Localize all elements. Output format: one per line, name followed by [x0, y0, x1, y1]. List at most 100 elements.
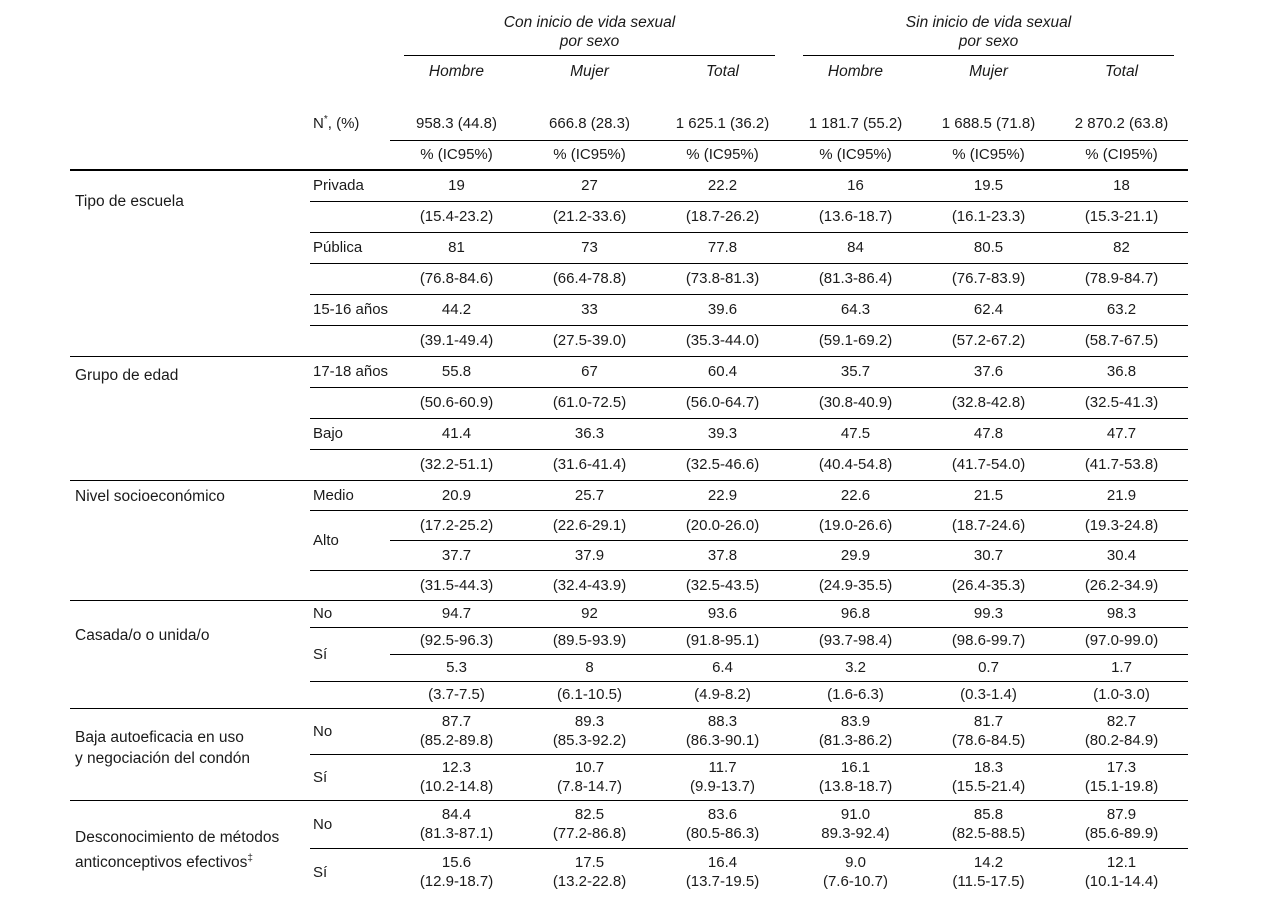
ci-text: (15.1-19.8) [1084, 778, 1159, 795]
ci-cell: (6.1-10.5) [523, 680, 656, 708]
row-label-spacer [310, 386, 390, 418]
value-cell: 92 [523, 599, 656, 627]
ci-cell: (31.5-44.3) [390, 569, 523, 600]
table-row: Casada/o o unida/o No 94.7 92 93.6 96.8 99.3 98… [70, 599, 1189, 708]
data-cell: 11.7 (9.9-13.7) [656, 753, 789, 800]
ci-text: (85.2-89.8) [419, 732, 494, 749]
row-label: 15-16 años [310, 293, 390, 325]
data-cell: 83.6 (80.5-86.3) [656, 799, 789, 848]
value-text: 16.4 [707, 854, 738, 872]
n-value-cell: 2 870.2 (63.8) [1074, 114, 1169, 132]
value-text: 91.0 [840, 806, 871, 823]
row-label: No [310, 707, 390, 754]
ci-cell: (16.1-23.3) [922, 200, 1055, 232]
data-cell: 15.6 (12.9-18.7) [390, 847, 523, 896]
data-cell: 9.0 (7.6-10.7) [789, 847, 922, 896]
ci-text: (77.2-86.8) [552, 825, 627, 842]
value-cell: 47.7 [1055, 417, 1189, 449]
ci-cell: (76.8-84.6) [390, 262, 523, 294]
value-text: 12.1 [1106, 854, 1137, 872]
value-text: 89.3 [574, 713, 605, 730]
value-cell: 29.9 [789, 539, 922, 570]
ci-text: (7.8-14.7) [556, 778, 623, 795]
ci-text: (81.3-87.1) [419, 825, 494, 842]
value-cell: 25.7 [523, 479, 656, 510]
ci-cell: (24.9-35.5) [789, 569, 922, 600]
statistics-table: Con inicio de vida sexual por sexo Sin i… [70, 6, 1189, 896]
value-cell: 94.7 [390, 599, 523, 627]
column-group-header-row: Con inicio de vida sexual por sexo Sin i… [70, 6, 1188, 56]
table-row: 37.7 37.9 37.8 29.9 30.7 30.4 [70, 539, 1189, 570]
column-header-mujer: Mujer [969, 63, 1008, 80]
value-cell: 99.3 [922, 599, 1055, 627]
data-cell: 83.9 (81.3-86.2) [789, 707, 922, 754]
row-label: Pública [310, 231, 390, 263]
n-row-label: N*, (%) [310, 88, 390, 140]
data-cell: 81.7 (78.6-84.5) [922, 707, 1055, 754]
group-label-text: Desconocimiento de métodos [75, 828, 280, 846]
column-group-left: Con inicio de vida sexual por sexo [390, 6, 789, 56]
percent-header-row: % (IC95%) % (IC95%) % (IC95%) % (IC95%) … [70, 139, 1189, 171]
ci-cell: (15.3-21.1) [1055, 200, 1189, 232]
ci-cell: (59.1-69.2) [789, 324, 922, 356]
table-row: Sí 12.3 (10.2-14.8) 10.7 (7.8-14.7) 11.7 (9.9-… [70, 753, 1189, 800]
group-label-text: Tipo de escuela [75, 193, 184, 210]
ci-cell: (32.4-43.9) [523, 569, 656, 600]
column-group-right: Sin inicio de vida sexual por sexo [789, 6, 1188, 56]
ci-cell: (20.0-26.0) [656, 509, 789, 540]
n-value-cell: 1 181.7 (55.2) [808, 114, 903, 132]
data-cell: 12.3 (10.2-14.8) [390, 753, 523, 800]
value-cell: 1.7 [1055, 653, 1189, 681]
ci-cell: (41.7-54.0) [922, 448, 1055, 480]
spacer-cell [70, 88, 310, 140]
value-cell: 82 [1055, 231, 1189, 263]
percent-ci-header: % (IC95%) [390, 139, 523, 171]
row-label: Medio [310, 479, 390, 510]
group-label-text: Casada/o o unida/o [75, 626, 210, 644]
value-cell: 21.9 [1055, 479, 1189, 510]
ci-cell: (26.4-35.3) [922, 569, 1055, 600]
value-text: 17.3 [1106, 759, 1137, 776]
value-text: 10.7 [574, 759, 605, 776]
header-rule [803, 55, 1175, 56]
group-label-line: Nivel socioeconómico [75, 486, 310, 507]
table-row: Bajo 41.4 36.3 39.3 47.5 47.8 47.7 [70, 417, 1189, 449]
group-label-text: y negociación del condón [75, 749, 250, 767]
table-row: (50.6-60.9) (61.0-72.5) (56.0-64.7) (30.8-4… [70, 386, 1189, 418]
ci-text: (15.5-21.4) [951, 778, 1026, 795]
ci-text: (13.7-19.5) [685, 873, 760, 891]
ci-cell: (73.8-81.3) [656, 262, 789, 294]
data-cell: 87.9 (85.6-89.9) [1055, 799, 1189, 848]
ci-cell: (13.6-18.7) [789, 200, 922, 232]
ci-cell: (19.3-24.8) [1055, 509, 1189, 540]
value-cell: 39.3 [656, 417, 789, 449]
ci-cell: (18.7-24.6) [922, 509, 1055, 540]
table-row: Sí 15.6 (12.9-18.7) 17.5 (13.2-22.8) 16.4 (13.… [70, 847, 1189, 896]
ci-cell: (39.1-49.4) [390, 324, 523, 356]
value-text: 87.7 [441, 713, 472, 730]
group-label-text: Baja autoeficacia en uso [75, 728, 244, 746]
ci-text: (78.6-84.5) [951, 732, 1026, 749]
ci-cell: (76.7-83.9) [922, 262, 1055, 294]
group-label: Casada/o o unida/o [70, 599, 310, 708]
ci-text: (11.5-17.5) [952, 873, 1025, 891]
value-cell: 67 [523, 355, 656, 387]
value-cell: 18 [1113, 177, 1130, 195]
ci-text: (86.3-90.1) [685, 732, 760, 749]
column-header-mujer: Mujer [570, 63, 609, 80]
value-cell: 19 [448, 177, 465, 195]
table-row: Pública 81 73 77.8 84 80.5 82 [70, 231, 1189, 263]
value-text: 17.5 [574, 854, 605, 872]
row-label: Bajo [310, 417, 390, 449]
value-cell: 27 [581, 177, 598, 195]
data-cell: 12.1 (10.1-14.4) [1055, 847, 1189, 896]
value-text: 83.9 [840, 713, 871, 730]
value-cell: 47.8 [922, 417, 1055, 449]
ci-text: (10.1-14.4) [1084, 873, 1159, 891]
row-label: Sí [310, 847, 390, 896]
data-cell: 85.8 (82.5-88.5) [922, 799, 1055, 848]
column-header-hombre: Hombre [827, 63, 884, 80]
table-row: (76.8-84.6) (66.4-78.8) (73.8-81.3) (81.3-8… [70, 262, 1189, 294]
value-text: 9.0 [845, 854, 866, 872]
table-row: Nivel socioeconómico Medio 20.9 25.7 22.9 22.… [70, 479, 1189, 600]
